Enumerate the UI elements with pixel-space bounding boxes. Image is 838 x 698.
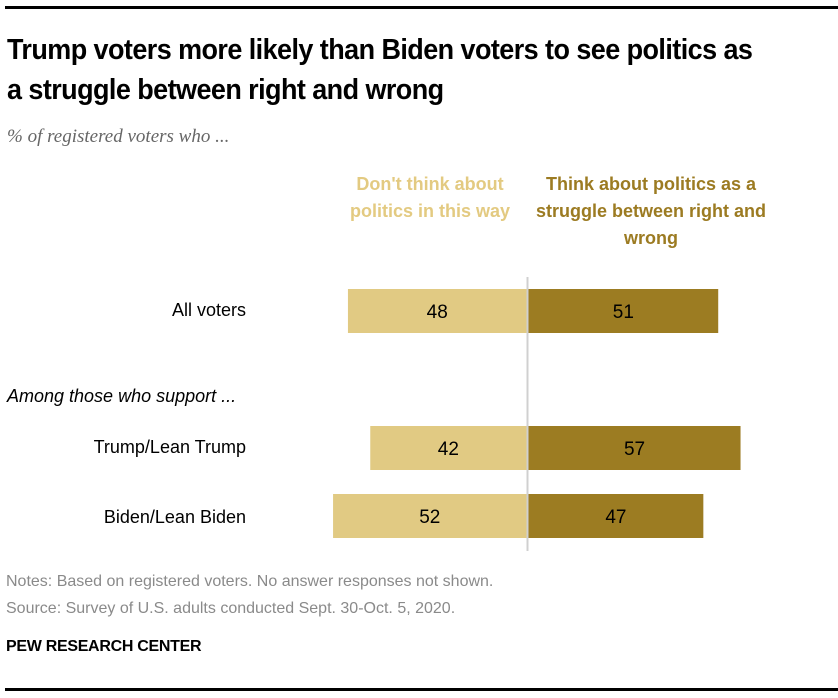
category-label-trump: Trump/Lean Trump	[93, 437, 246, 457]
data-label-right-trump-lean-trump: 57	[624, 439, 645, 460]
bar-left-all-voters	[347, 289, 527, 333]
group-label: Among those who support ...	[7, 386, 237, 406]
chart-subtitle: % of registered voters who ...	[7, 126, 230, 147]
data-label-left-trump-lean-trump: 42	[438, 439, 459, 460]
footnotes: Notes: Based on registered voters. No an…	[6, 568, 493, 622]
bar-right-trump-lean-trump	[528, 426, 741, 470]
legend-left-series: Don't think about politics in this way	[349, 174, 511, 221]
notes-text: Notes: Based on registered voters. No an…	[6, 573, 494, 590]
source-text: Source: Survey of U.S. adults conducted …	[6, 600, 456, 617]
bottom-rule	[5, 688, 838, 691]
bar-left-trump-lean-trump	[370, 426, 527, 470]
legend-right-series: Think about politics as a struggle betwe…	[535, 174, 767, 248]
data-label-left-biden-lean-biden: 52	[419, 507, 440, 528]
category-label-all-voters: All voters	[171, 300, 246, 320]
data-label-right-biden-lean-biden: 47	[605, 507, 626, 528]
category-label-biden: Biden/Lean Biden	[103, 507, 246, 527]
pew-brand: PEW RESEARCH CENTER	[6, 638, 202, 655]
chart-title: Trump voters more likely than Biden vote…	[7, 34, 753, 106]
bar-left-biden-lean-biden	[333, 494, 527, 538]
bar-right-all-voters	[528, 289, 719, 333]
data-label-right-all-voters: 51	[613, 302, 634, 323]
data-label-left-all-voters: 48	[427, 302, 448, 323]
bar-right-biden-lean-biden	[528, 494, 704, 538]
bars-group: 48 51 42 57 52 47	[333, 289, 741, 538]
top-rule	[5, 6, 838, 9]
